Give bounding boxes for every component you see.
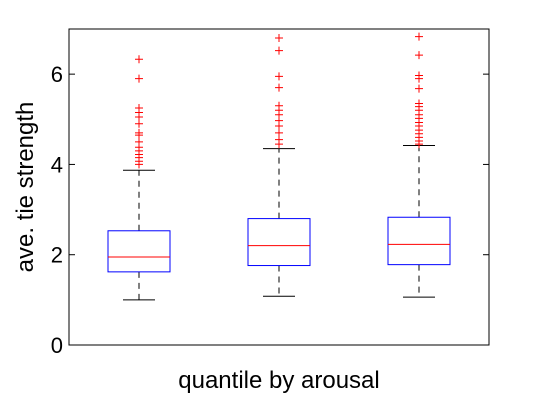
outlier-point bbox=[415, 32, 423, 41]
outlier-point bbox=[415, 71, 423, 80]
outlier-point bbox=[275, 101, 283, 110]
y-tick-label: 2 bbox=[51, 243, 63, 268]
outlier-point bbox=[415, 84, 423, 93]
box-group-2 bbox=[247, 34, 311, 297]
box-iqr bbox=[387, 216, 451, 266]
y-tick-label: 0 bbox=[51, 333, 63, 358]
box-iqr bbox=[107, 230, 171, 273]
x-axis-label: quantile by arousal bbox=[178, 367, 379, 394]
box-iqr bbox=[247, 218, 311, 267]
outlier-point bbox=[275, 83, 283, 92]
outlier-point bbox=[135, 104, 143, 112]
outlier-point bbox=[135, 55, 143, 64]
y-tick-label: 6 bbox=[51, 62, 63, 87]
outlier-point bbox=[415, 51, 423, 60]
outlier-point bbox=[135, 137, 143, 146]
outlier-point bbox=[135, 74, 143, 83]
box-group-3 bbox=[387, 32, 451, 298]
y-axis-label: ave. tie strength bbox=[12, 102, 39, 273]
outlier-point bbox=[135, 119, 143, 128]
outlier-point bbox=[415, 99, 423, 108]
outlier-point bbox=[275, 34, 283, 43]
box-series bbox=[107, 32, 451, 301]
outlier-point bbox=[275, 135, 283, 144]
outlier-point bbox=[135, 128, 143, 137]
y-tick-label: 4 bbox=[51, 152, 63, 177]
box-group-1 bbox=[107, 55, 171, 301]
outlier-point bbox=[275, 46, 283, 55]
outlier-point bbox=[275, 72, 283, 81]
outlier-point bbox=[275, 128, 283, 137]
y-axis-ticks: 0 2 4 6 bbox=[51, 62, 489, 358]
